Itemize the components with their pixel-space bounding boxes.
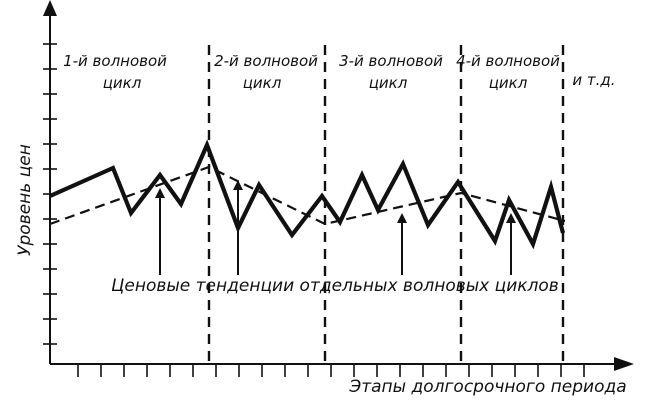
cycle-3-label-line2: цикл	[369, 74, 408, 92]
cycle-4-label-line1: 4-й волновой	[456, 52, 560, 70]
etc-label: и т.д.	[572, 71, 615, 89]
y-axis	[43, 0, 57, 364]
cycle-boundaries	[207, 45, 565, 364]
trends-caption: Ценовые тенденции отдельных волновых цик…	[111, 276, 559, 296]
trend-line	[49, 165, 566, 226]
y-axis-arrow	[43, 0, 57, 16]
cycle-labels: 1-й волновой цикл 2-й волновой цикл 3-й …	[63, 52, 616, 92]
cycle-1-label-line2: цикл	[103, 74, 142, 92]
trend-arrows	[155, 180, 516, 275]
x-axis-label: Этапы долгосрочного периода	[348, 377, 626, 397]
y-axis-label: Уровень цен	[15, 144, 35, 256]
cycle-2-label-line2: цикл	[243, 74, 282, 92]
cycle-3-label-line1: 3-й волновой	[339, 52, 443, 70]
x-axis	[50, 357, 634, 377]
y-axis-ticks	[43, 43, 57, 345]
cycle-2-label-line1: 2-й волновой	[214, 52, 318, 70]
cycle-1-label-line1: 1-й волновой	[63, 52, 167, 70]
x-axis-ticks	[77, 364, 585, 377]
x-axis-arrow	[614, 357, 634, 371]
price-curve	[49, 139, 566, 250]
cycle-4-label-line2: цикл	[489, 74, 528, 92]
